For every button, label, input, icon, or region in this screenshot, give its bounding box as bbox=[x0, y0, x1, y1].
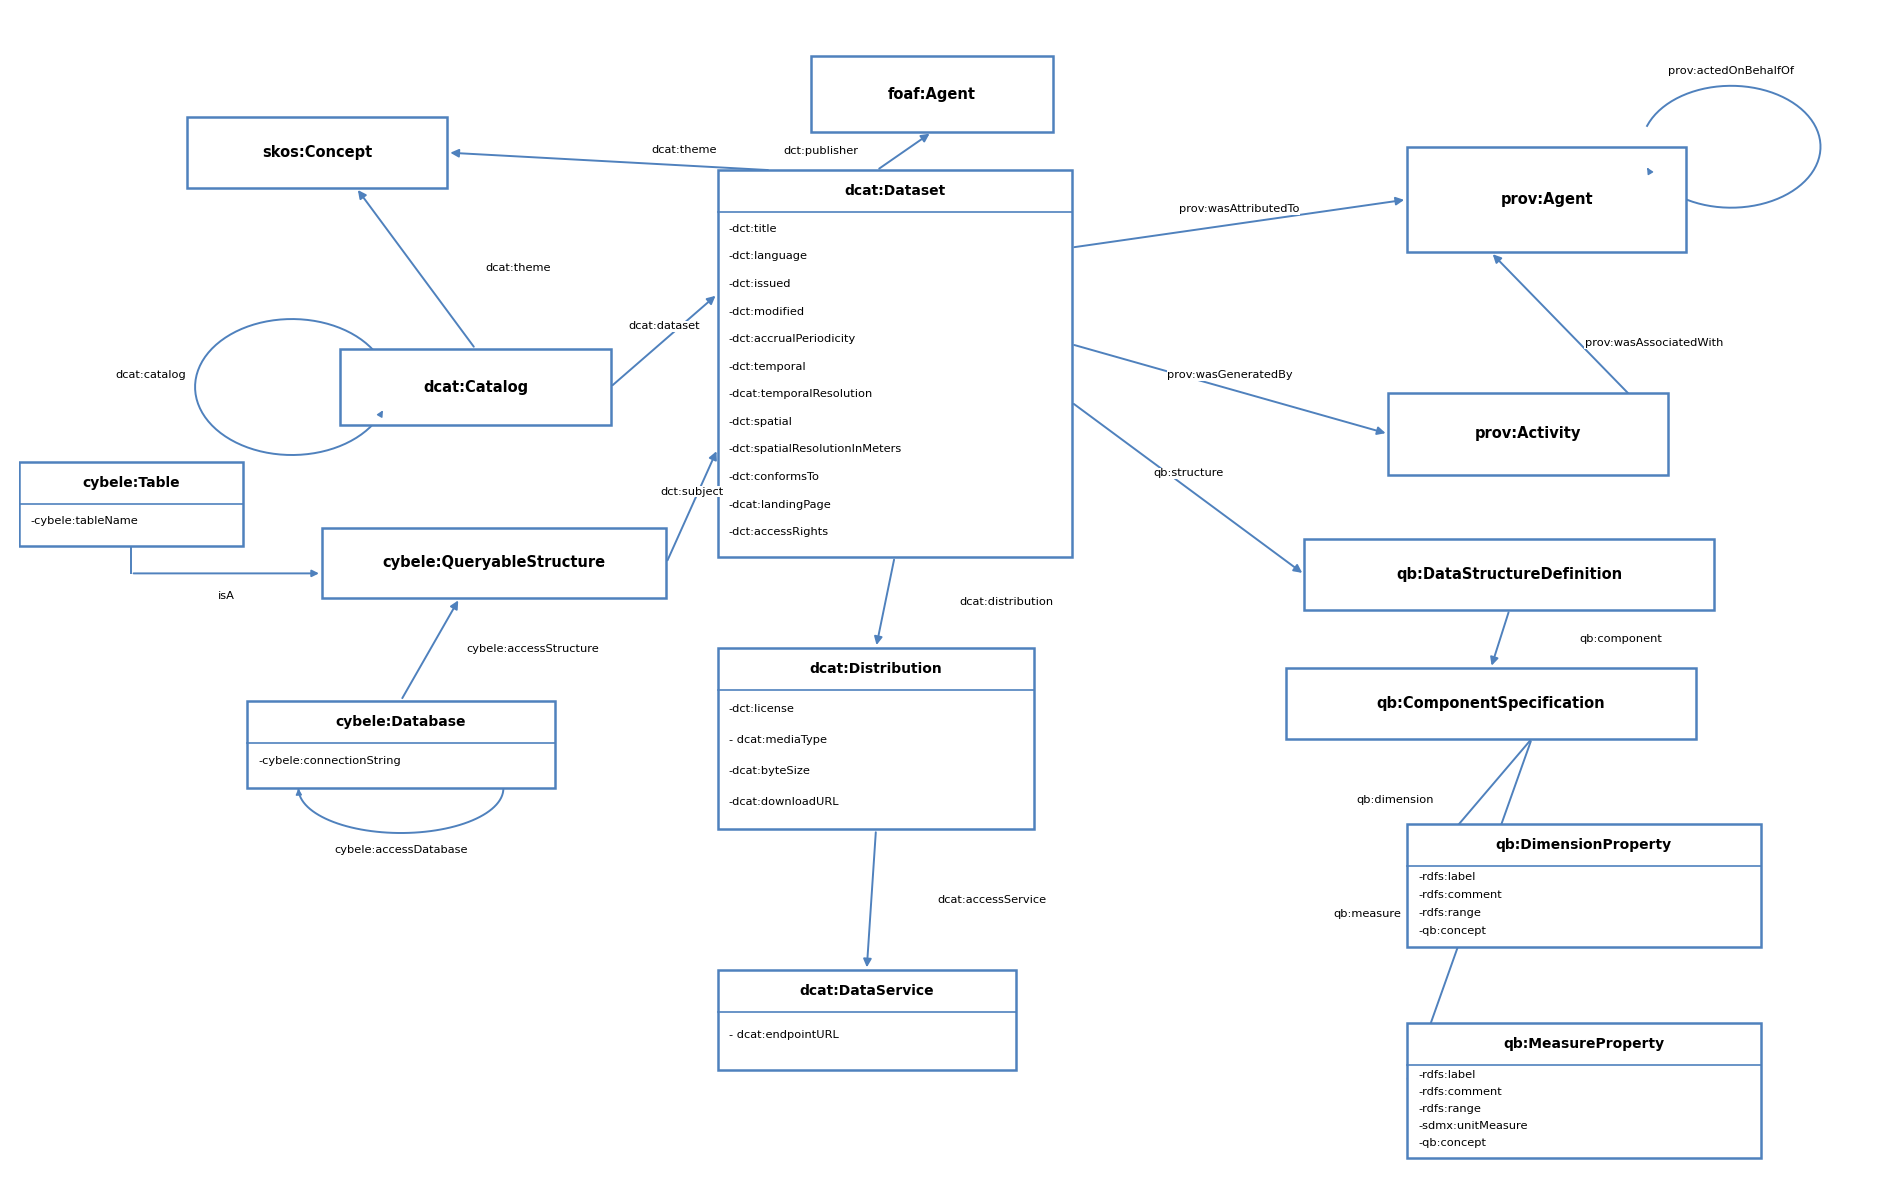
Text: qb:structure: qb:structure bbox=[1152, 468, 1222, 478]
Text: -rdfs:comment: -rdfs:comment bbox=[1418, 1087, 1502, 1097]
Text: qb:DataStructureDefinition: qb:DataStructureDefinition bbox=[1397, 567, 1622, 582]
FancyBboxPatch shape bbox=[340, 349, 610, 425]
Text: -sdmx:unitMeasure: -sdmx:unitMeasure bbox=[1418, 1121, 1528, 1130]
FancyBboxPatch shape bbox=[719, 648, 1034, 830]
Text: -dct:temporal: -dct:temporal bbox=[728, 361, 806, 372]
Text: qb:measure: qb:measure bbox=[1333, 909, 1401, 920]
FancyBboxPatch shape bbox=[247, 701, 555, 788]
Text: -rdfs:range: -rdfs:range bbox=[1418, 1104, 1481, 1113]
Text: cybele:Database: cybele:Database bbox=[336, 715, 466, 728]
FancyBboxPatch shape bbox=[321, 527, 667, 598]
Text: -dct:modified: -dct:modified bbox=[728, 306, 804, 317]
FancyBboxPatch shape bbox=[719, 970, 1015, 1069]
FancyBboxPatch shape bbox=[1304, 539, 1715, 610]
Text: prov:wasAttributedTo: prov:wasAttributedTo bbox=[1179, 205, 1300, 214]
Text: foaf:Agent: foaf:Agent bbox=[888, 86, 975, 102]
FancyBboxPatch shape bbox=[186, 117, 447, 188]
Text: -dct:accrualPeriodicity: -dct:accrualPeriodicity bbox=[728, 334, 855, 344]
Text: dcat:Distribution: dcat:Distribution bbox=[810, 661, 943, 676]
Text: -rdfs:label: -rdfs:label bbox=[1418, 872, 1475, 881]
Text: dcat:Dataset: dcat:Dataset bbox=[844, 184, 945, 199]
Text: cybele:QueryableStructure: cybele:QueryableStructure bbox=[382, 555, 606, 570]
Text: dct:publisher: dct:publisher bbox=[783, 146, 857, 157]
Text: - dcat:mediaType: - dcat:mediaType bbox=[728, 734, 827, 745]
FancyBboxPatch shape bbox=[1407, 147, 1686, 252]
Text: dcat:dataset: dcat:dataset bbox=[627, 322, 700, 331]
Text: -dct:issued: -dct:issued bbox=[728, 279, 791, 289]
Text: qb:ComponentSpecification: qb:ComponentSpecification bbox=[1376, 696, 1604, 710]
Text: prov:Agent: prov:Agent bbox=[1500, 193, 1593, 207]
Text: dcat:distribution: dcat:distribution bbox=[960, 597, 1053, 608]
Text: -dct:license: -dct:license bbox=[728, 703, 795, 714]
Text: dcat:Catalog: dcat:Catalog bbox=[422, 379, 528, 395]
Text: prov:actedOnBehalfOf: prov:actedOnBehalfOf bbox=[1667, 67, 1795, 77]
Text: -dct:title: -dct:title bbox=[728, 224, 778, 234]
Text: -dct:language: -dct:language bbox=[728, 251, 808, 262]
FancyBboxPatch shape bbox=[810, 56, 1053, 132]
Text: prov:wasAssociatedWith: prov:wasAssociatedWith bbox=[1585, 338, 1722, 348]
Text: -dcat:temporalResolution: -dcat:temporalResolution bbox=[728, 390, 873, 399]
FancyBboxPatch shape bbox=[1285, 669, 1696, 739]
Text: dcat:accessService: dcat:accessService bbox=[937, 895, 1047, 905]
Text: -qb:concept: -qb:concept bbox=[1418, 926, 1487, 935]
Text: dcat:theme: dcat:theme bbox=[650, 145, 717, 154]
Text: -rdfs:comment: -rdfs:comment bbox=[1418, 890, 1502, 899]
Text: -cybele:connectionString: -cybele:connectionString bbox=[259, 756, 401, 765]
Text: - dcat:endpointURL: - dcat:endpointURL bbox=[728, 1030, 838, 1041]
Text: -dct:conformsTo: -dct:conformsTo bbox=[728, 472, 819, 482]
Text: -qb:concept: -qb:concept bbox=[1418, 1137, 1487, 1147]
Text: -dct:spatialResolutionInMeters: -dct:spatialResolutionInMeters bbox=[728, 445, 903, 454]
Text: qb:component: qb:component bbox=[1580, 634, 1663, 643]
Text: -dcat:landingPage: -dcat:landingPage bbox=[728, 500, 831, 509]
Text: dct:subject: dct:subject bbox=[660, 487, 724, 496]
Text: dcat:theme: dcat:theme bbox=[485, 263, 551, 274]
Text: -rdfs:label: -rdfs:label bbox=[1418, 1070, 1475, 1080]
FancyBboxPatch shape bbox=[1388, 392, 1667, 475]
Text: cybele:accessDatabase: cybele:accessDatabase bbox=[335, 844, 468, 855]
Text: qb:MeasureProperty: qb:MeasureProperty bbox=[1504, 1037, 1665, 1051]
Text: -cybele:tableName: -cybele:tableName bbox=[30, 517, 139, 526]
Text: -dct:spatial: -dct:spatial bbox=[728, 417, 793, 427]
Text: isA: isA bbox=[219, 591, 234, 600]
Text: qb:DimensionProperty: qb:DimensionProperty bbox=[1496, 837, 1673, 852]
Text: prov:wasGeneratedBy: prov:wasGeneratedBy bbox=[1167, 370, 1293, 380]
Text: prov:Activity: prov:Activity bbox=[1475, 427, 1582, 441]
Text: -dcat:downloadURL: -dcat:downloadURL bbox=[728, 797, 840, 806]
Text: -dct:accessRights: -dct:accessRights bbox=[728, 527, 829, 537]
FancyBboxPatch shape bbox=[719, 170, 1072, 557]
Text: dcat:DataService: dcat:DataService bbox=[798, 984, 933, 999]
Text: qb:dimension: qb:dimension bbox=[1355, 795, 1433, 805]
Text: cybele:accessStructure: cybele:accessStructure bbox=[466, 645, 599, 654]
Text: -dcat:byteSize: -dcat:byteSize bbox=[728, 765, 810, 775]
FancyBboxPatch shape bbox=[1407, 824, 1760, 947]
Text: skos:Concept: skos:Concept bbox=[262, 145, 373, 160]
Text: dcat:catalog: dcat:catalog bbox=[114, 371, 186, 380]
FancyBboxPatch shape bbox=[1407, 1023, 1760, 1158]
FancyBboxPatch shape bbox=[19, 462, 243, 547]
Text: -rdfs:range: -rdfs:range bbox=[1418, 908, 1481, 917]
Text: cybele:Table: cybele:Table bbox=[82, 476, 179, 490]
